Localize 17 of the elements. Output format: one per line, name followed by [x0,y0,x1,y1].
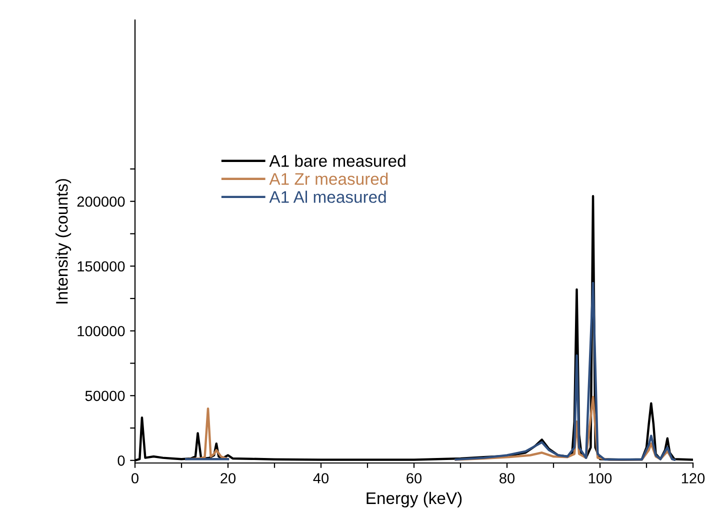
x-tick-label: 120 [682,473,705,484]
y-tick-label: 200000 [77,196,125,207]
legend-label: A1 bare measured [269,154,406,167]
legend-label: A1 Al measured [269,190,386,203]
y-tick-label: 0 [118,456,125,466]
y-tick-label: 150000 [78,261,125,272]
x-tick-label: 60 [406,473,422,484]
x-axis-title: Energy (keV) [366,492,462,508]
y-axis-title: Intensity (counts) [56,179,72,304]
y-tick-label: 50000 [85,390,125,402]
legend-label: A1 Zr measured [269,172,388,185]
x-tick-label: 20 [220,473,236,484]
x-tick-label: 40 [313,473,329,484]
x-tick-label: 80 [500,473,515,484]
x-tick-label: 100 [588,473,612,484]
x-tick-label: 0 [132,473,138,484]
y-tick-label: 100000 [78,326,125,336]
